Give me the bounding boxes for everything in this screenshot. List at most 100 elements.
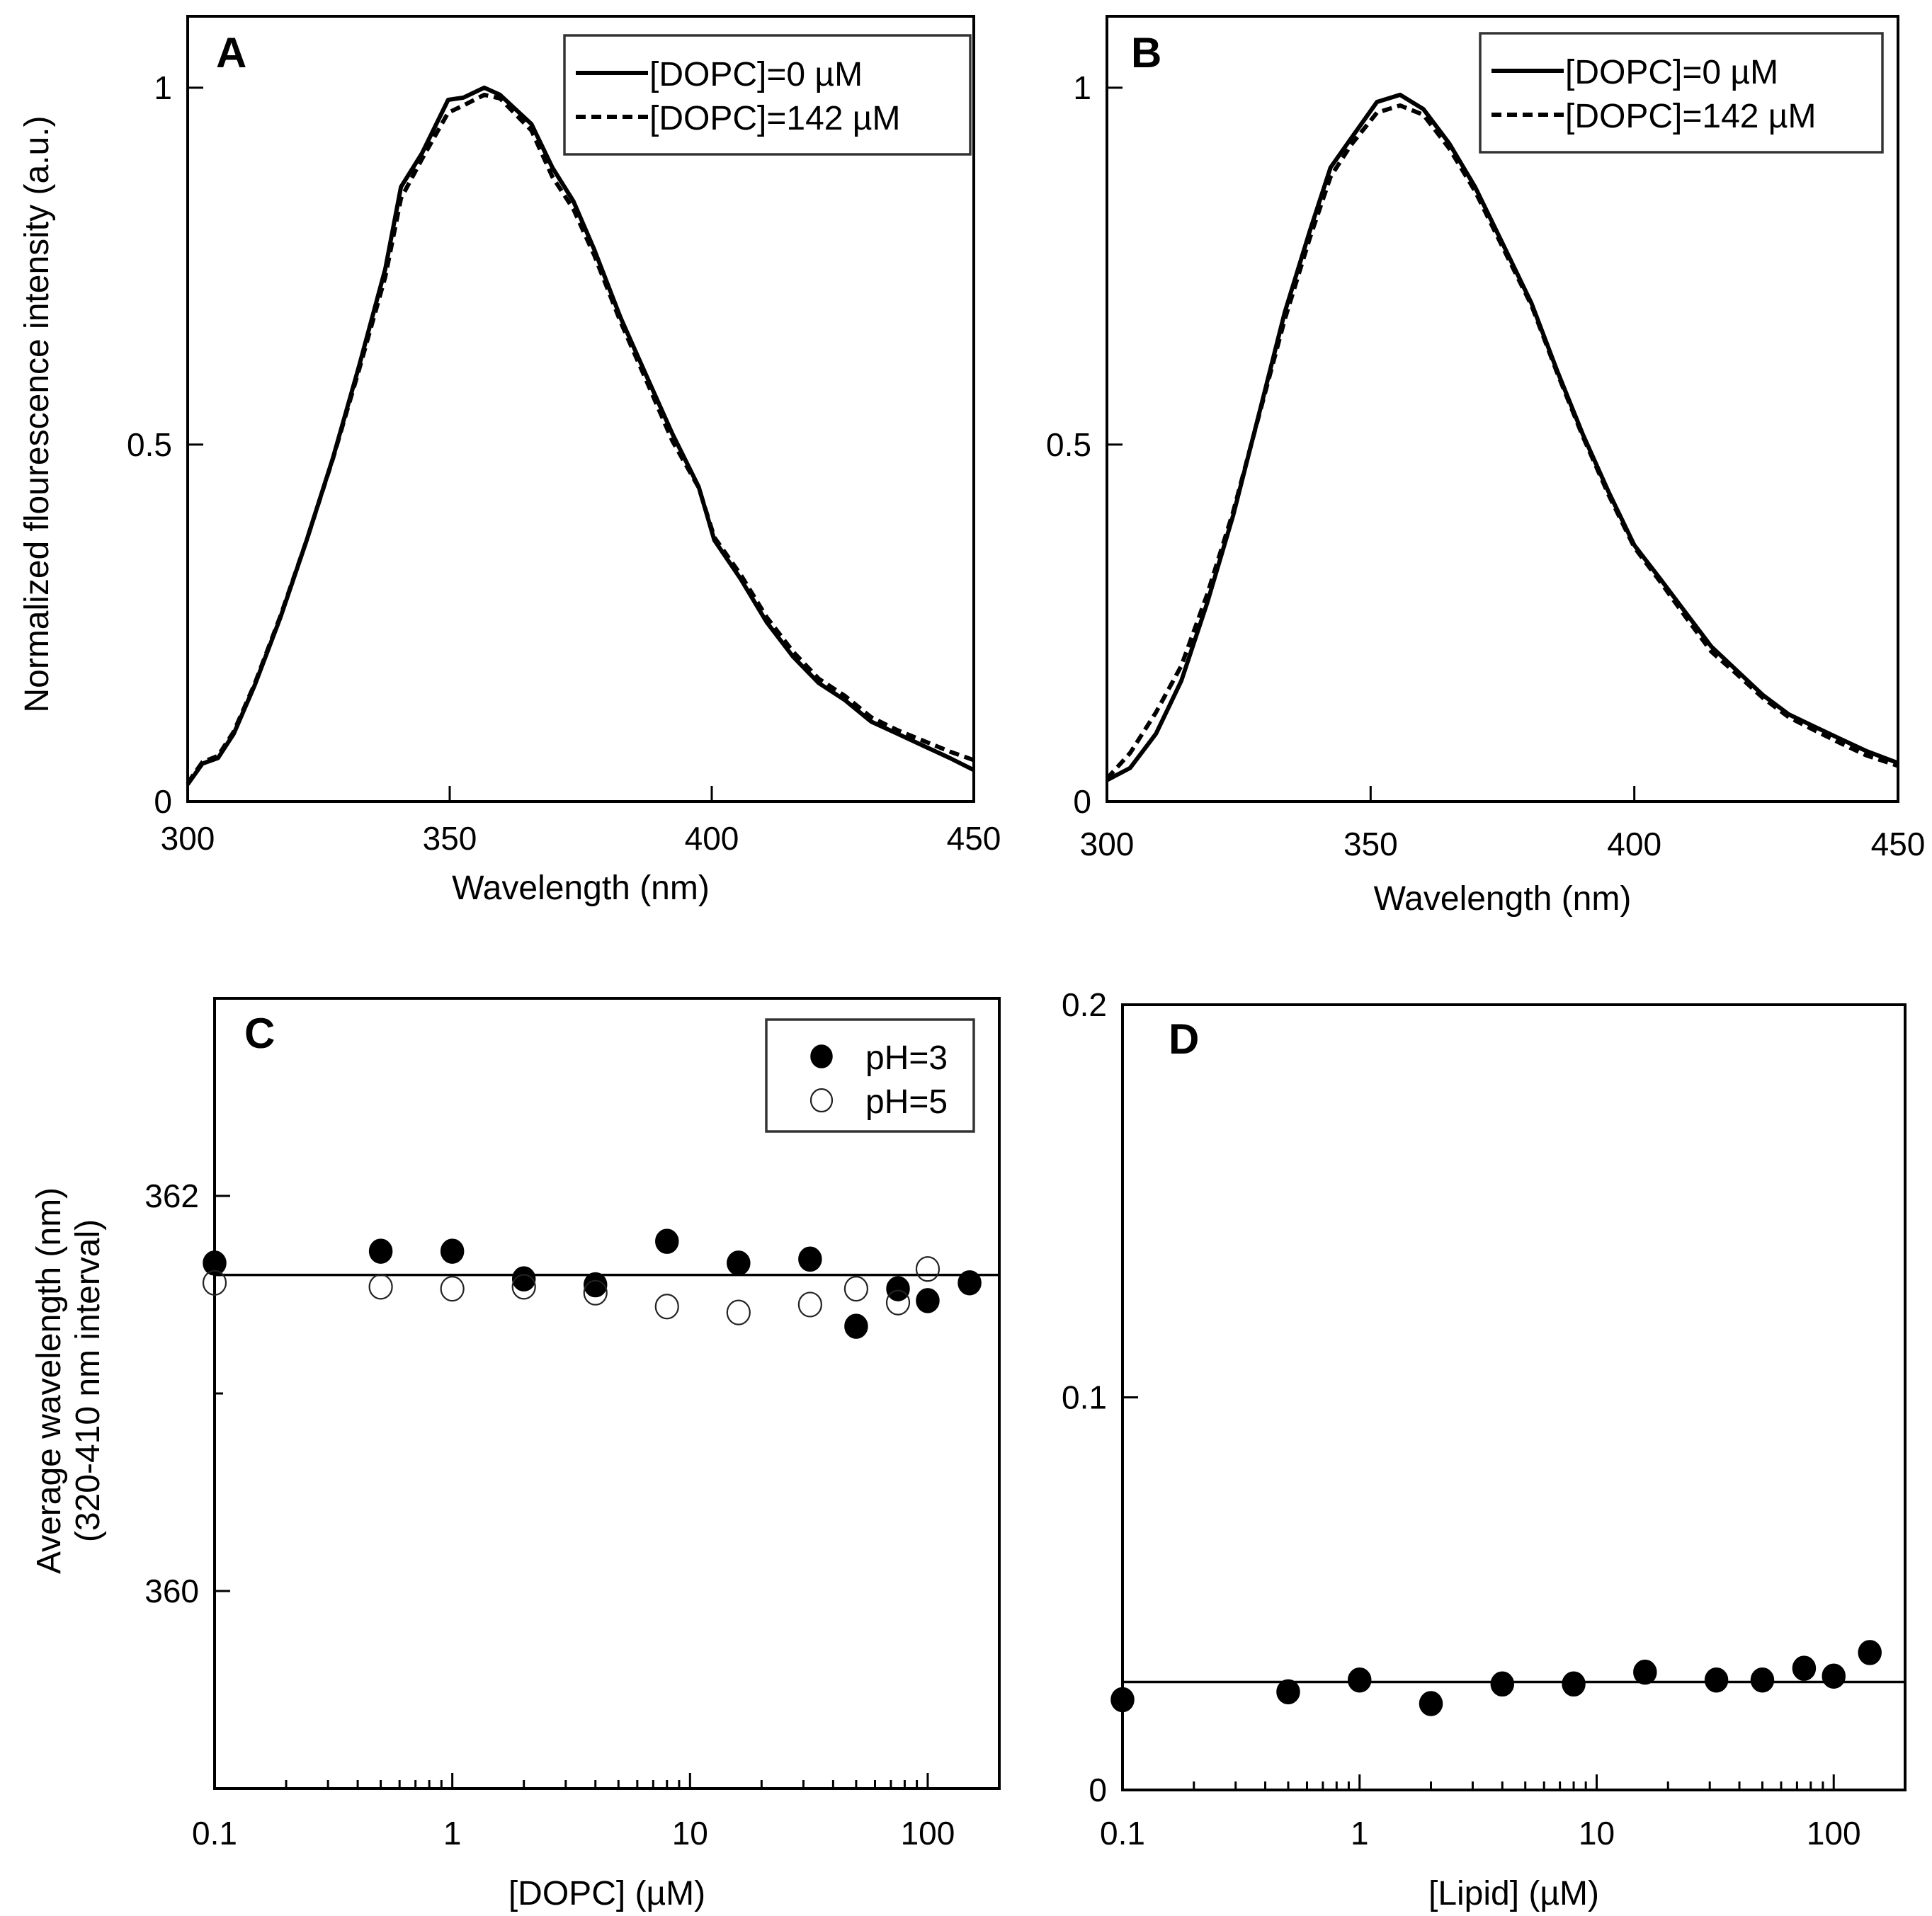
y-tick-label: 362 — [144, 1177, 199, 1214]
legend-label: [DOPC]=0 µM — [1565, 54, 1778, 91]
data-point-filled — [1562, 1671, 1586, 1697]
data-layer — [1110, 1640, 1905, 1716]
x-tick-label: 400 — [685, 820, 739, 857]
data-point-filled — [1858, 1640, 1882, 1665]
x-tick-label: 450 — [1871, 826, 1926, 862]
x-tick-label: 300 — [161, 820, 215, 857]
data-point-filled — [1276, 1679, 1300, 1705]
y-tick-label: 0 — [1073, 783, 1091, 820]
y-tick-label: 360 — [144, 1573, 199, 1609]
legend-box — [1479, 32, 1884, 154]
data-layer — [1105, 92, 1899, 782]
y-tick-label: 0 — [154, 783, 172, 820]
data-point-filled — [1822, 1663, 1846, 1689]
data-point-filled — [1704, 1667, 1729, 1693]
series-line-dopc-0 — [186, 85, 975, 786]
data-point-filled — [511, 1266, 536, 1291]
legend-label: [DOPC]=142 µM — [649, 100, 900, 137]
legend-label: pH=5 — [865, 1083, 948, 1121]
x-tick-label: 100 — [1807, 1815, 1861, 1852]
x-tick-label: 0.1 — [192, 1815, 237, 1852]
data-point-filled — [727, 1250, 751, 1276]
x-tick-label: 350 — [423, 820, 477, 857]
legend: [DOPC]=0 µM [DOPC]=142 µM — [563, 34, 972, 156]
legend-box — [765, 1018, 975, 1133]
data-point-filled — [1792, 1655, 1817, 1681]
panel-letter: A — [216, 29, 246, 76]
y-tick-label: 1 — [154, 69, 172, 106]
data-point-filled — [916, 1288, 940, 1313]
panel-b: 300 350 400 450 0 0.5 1 Wavelength (nm) B [DOPC]=… — [1046, 15, 1926, 918]
series-line-dopc-142 — [1105, 103, 1899, 780]
x-axis-label: Wavelength (nm) — [1374, 880, 1632, 918]
data-point-open — [654, 1294, 679, 1320]
data-point-open — [885, 1289, 911, 1316]
x-tick-label: 450 — [947, 820, 1001, 857]
data-point-filled — [1110, 1687, 1135, 1713]
x-tick-label: 0.1 — [1100, 1815, 1145, 1852]
data-point-open — [440, 1276, 465, 1302]
legend-marker-open — [809, 1088, 834, 1113]
data-point-filled — [203, 1250, 227, 1276]
legend: [DOPC]=0 µM [DOPC]=142 µM — [1479, 32, 1884, 154]
x-axis-label: [Lipid] (µM) — [1428, 1875, 1599, 1912]
plot-frame — [186, 15, 975, 803]
data-layer — [186, 85, 975, 786]
data-point-open — [511, 1274, 536, 1300]
plot-frame — [1106, 15, 1899, 803]
y-tick-label: 0.5 — [127, 426, 172, 463]
data-point-filled — [368, 1238, 393, 1264]
panel-letter: D — [1169, 1015, 1199, 1063]
data-point-open — [797, 1291, 822, 1318]
data-point-filled — [1490, 1671, 1515, 1697]
data-point-filled — [1633, 1659, 1657, 1685]
data-point-filled — [440, 1238, 465, 1264]
y-tick-label: 0.1 — [1062, 1379, 1107, 1416]
y-axis-label: Normalized flourescence intensity (a.u.) — [18, 115, 56, 712]
data-point-filled — [583, 1272, 608, 1298]
y-tick-label: 0.2 — [1062, 986, 1107, 1023]
x-tick-label: 400 — [1607, 826, 1661, 862]
data-point-filled — [798, 1246, 822, 1272]
y-axis-label: Average wavelength (nm) — [30, 1187, 68, 1574]
data-point-filled — [1419, 1691, 1443, 1716]
data-point-open — [726, 1299, 751, 1325]
x-tick-label: 10 — [672, 1815, 708, 1852]
data-point-filled — [1750, 1667, 1775, 1693]
panel-c: 0.1 1 10 100 360 362 [DOPC] (µM) Average wavele… — [30, 997, 1001, 1912]
legend: pH=3 pH=5 — [765, 1018, 975, 1133]
x-axis-label: [DOPC] (µM) — [508, 1875, 705, 1912]
legend-marker-filled — [810, 1044, 833, 1068]
data-point-open — [368, 1274, 393, 1300]
legend-label: [DOPC]=142 µM — [1565, 98, 1816, 135]
x-tick-label: 1 — [443, 1815, 462, 1852]
legend-label: pH=3 — [865, 1039, 948, 1077]
panel-a: 300 350 400 450 0 0.5 1 Wavelength (nm) Normaliz… — [18, 15, 1001, 907]
data-point-filled — [655, 1228, 679, 1254]
x-tick-label: 100 — [901, 1815, 955, 1852]
data-point-open — [843, 1276, 869, 1302]
x-tick-label: 350 — [1343, 826, 1398, 862]
data-layer — [202, 1228, 999, 1339]
legend-box — [563, 34, 972, 156]
plot-frame — [1121, 1003, 1907, 1791]
data-point-open — [583, 1279, 608, 1306]
y-tick-label: 1 — [1073, 69, 1091, 106]
legend-label: [DOPC]=0 µM — [649, 56, 863, 93]
panel-letter: C — [244, 1010, 275, 1057]
panel-d: 0.1 1 10 100 0 0.1 0.2 [Lipid] (µM) D — [1062, 986, 1907, 1912]
y-tick-label: 0.5 — [1046, 426, 1091, 463]
data-point-filled — [958, 1270, 982, 1296]
y-axis-label-line2: (320-410 nm interval) — [69, 1219, 107, 1542]
series-line-dopc-142 — [186, 92, 975, 785]
x-tick-label: 300 — [1080, 826, 1135, 862]
x-tick-label: 10 — [1579, 1815, 1615, 1852]
panel-letter: B — [1131, 29, 1161, 76]
data-point-filled — [844, 1313, 868, 1339]
data-point-filled — [1347, 1667, 1372, 1693]
series-line-dopc-0 — [1106, 92, 1899, 782]
y-tick-label: 0 — [1089, 1772, 1107, 1808]
data-point-filled — [886, 1276, 910, 1301]
x-tick-label: 1 — [1351, 1815, 1369, 1852]
